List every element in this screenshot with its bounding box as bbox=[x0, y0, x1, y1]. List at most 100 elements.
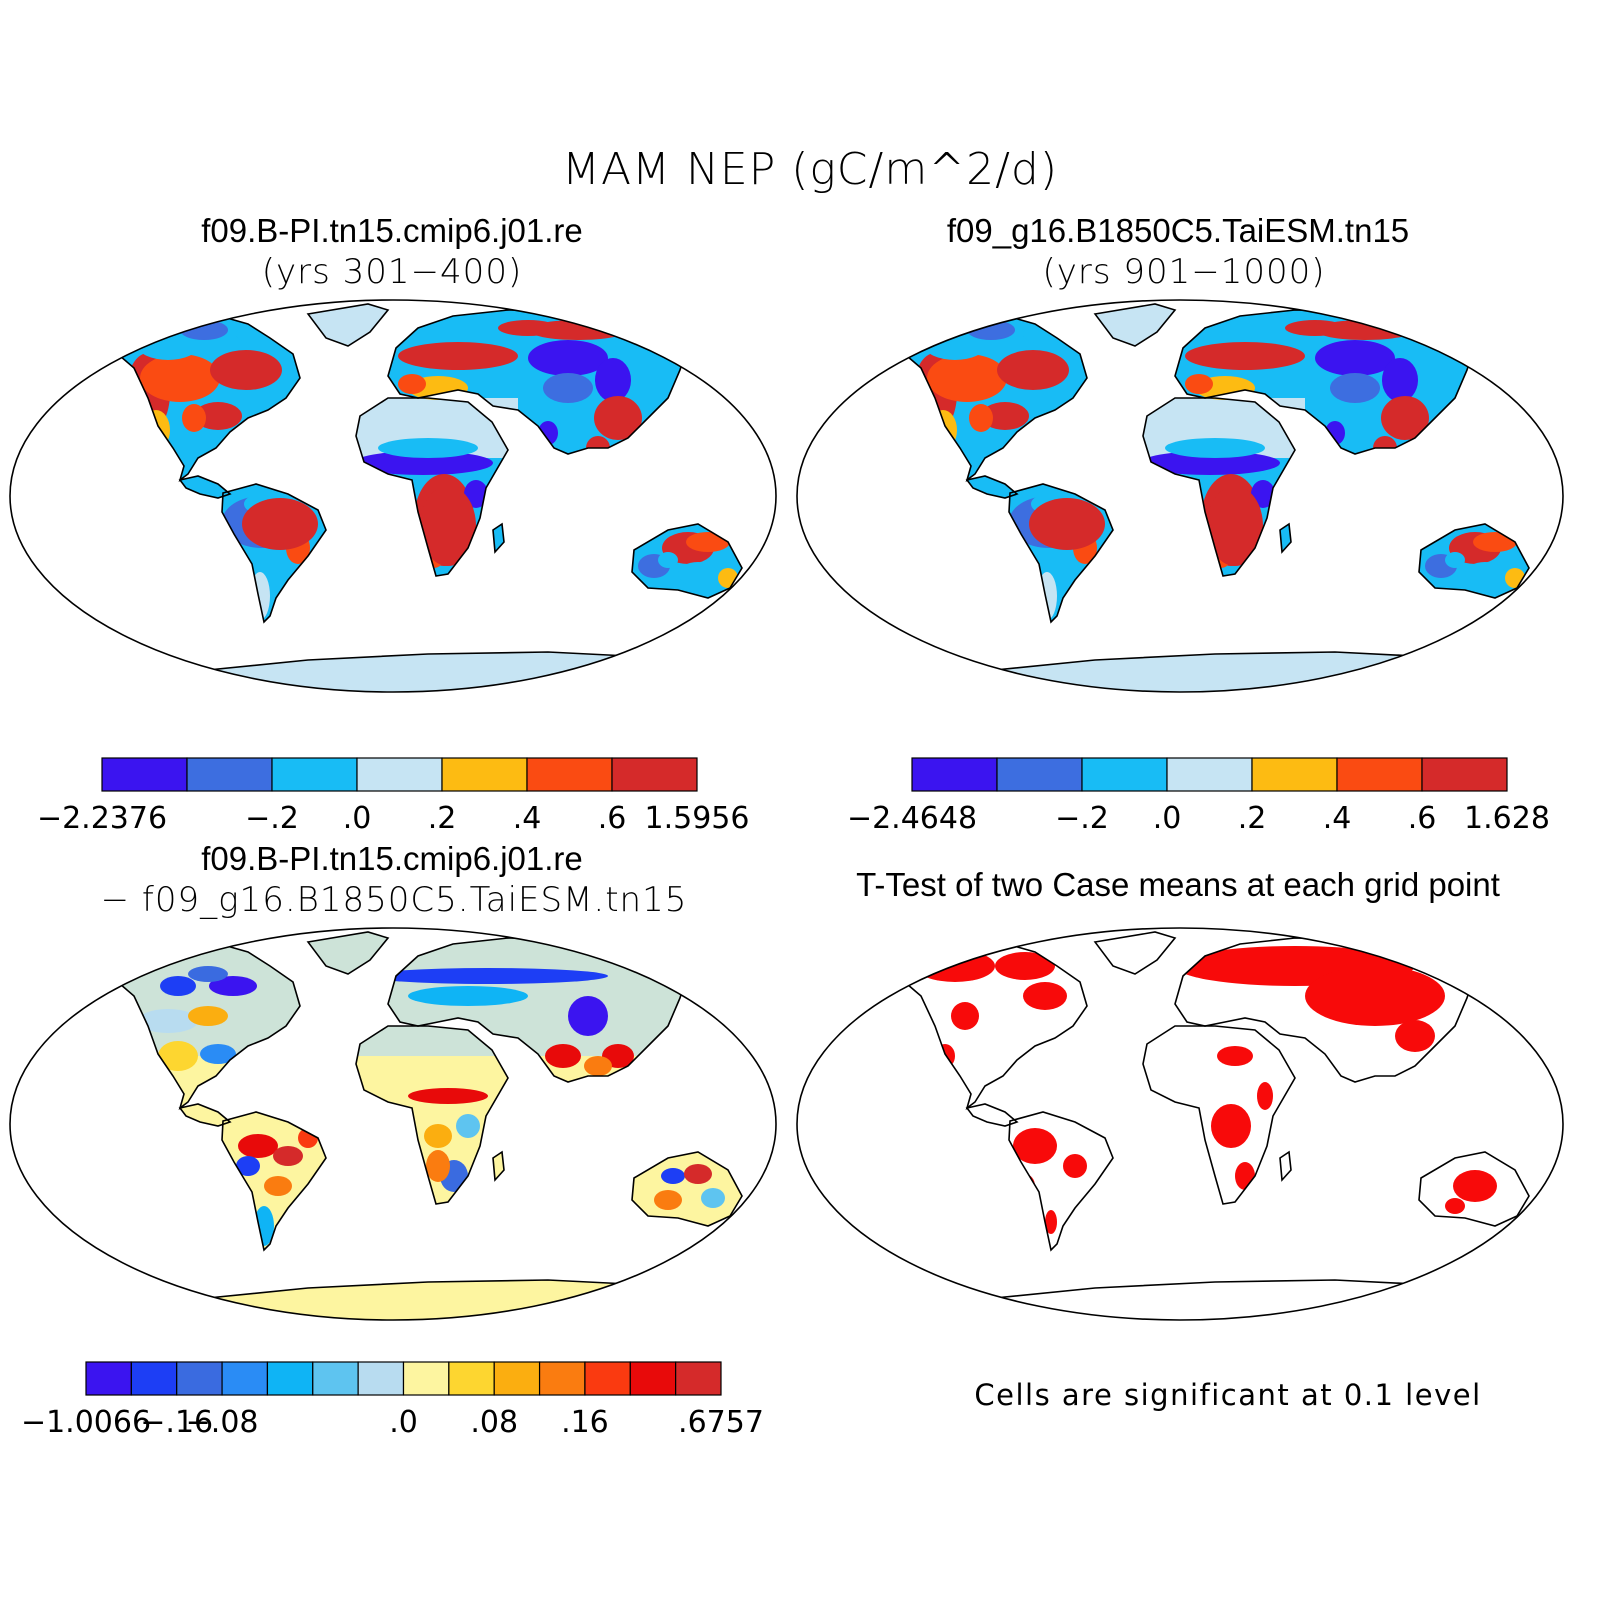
value-region-13 bbox=[250, 572, 270, 620]
coastline-eurasia bbox=[1174, 937, 1476, 1083]
value-region-9 bbox=[273, 1146, 303, 1166]
coastline-africa bbox=[355, 1025, 509, 1205]
value-region-29 bbox=[1325, 421, 1345, 445]
value-region-7 bbox=[141, 1064, 165, 1084]
value-region-24 bbox=[456, 1114, 480, 1138]
colorbar-box-3 bbox=[1166, 757, 1253, 792]
colorbar-label-1: −.2 bbox=[245, 801, 299, 836]
colorbar-box-3 bbox=[221, 1361, 269, 1396]
value-region-13 bbox=[1037, 572, 1057, 620]
significance-note: Cells are significant at 0.1 level bbox=[974, 1378, 1482, 1412]
map-panel4 bbox=[796, 927, 1564, 1321]
significant-cells-10 bbox=[1305, 966, 1445, 1026]
coastline-eurasia bbox=[1174, 309, 1476, 455]
colorbar-label-5: .6 bbox=[1408, 801, 1437, 836]
significant-cells-7 bbox=[1063, 1154, 1087, 1178]
significant-cells-11 bbox=[1395, 1020, 1435, 1052]
value-region-4 bbox=[997, 350, 1069, 390]
colorbar-box-0 bbox=[101, 757, 188, 792]
colorbar-label-1: −.16 bbox=[140, 1405, 213, 1440]
value-region-35 bbox=[678, 562, 718, 586]
colorbar-label-2: .0 bbox=[1153, 801, 1182, 836]
significant-cells-6 bbox=[1015, 1174, 1035, 1198]
colorbar-label-0: −2.2376 bbox=[37, 801, 167, 836]
value-region-24 bbox=[1315, 340, 1395, 376]
coastline-greenland bbox=[306, 931, 390, 975]
panel4-title: T-Test of two Case means at each grid po… bbox=[856, 866, 1500, 903]
value-region-25 bbox=[543, 373, 593, 403]
coastline-newZealand bbox=[1545, 585, 1561, 613]
value-region-3 bbox=[927, 354, 1007, 402]
value-region-31 bbox=[638, 318, 678, 338]
colorbar-panel1: −2.2376 −.2 .0 .2 .4 .6 1.5956 bbox=[37, 757, 750, 836]
coastline-northAmerica bbox=[101, 941, 301, 1111]
colorbar-label-2: −.08 bbox=[186, 1405, 259, 1440]
colorbar-box-4 bbox=[441, 757, 528, 792]
coastline-southAmerica bbox=[221, 483, 327, 624]
colorbar-label-3: .2 bbox=[428, 801, 457, 836]
value-region-10 bbox=[969, 404, 993, 432]
colorbar-label-0: −2.4648 bbox=[847, 801, 977, 836]
value-region-17 bbox=[1165, 438, 1265, 458]
colorbar-box-1 bbox=[186, 757, 273, 792]
colorbar-box-6 bbox=[611, 757, 698, 792]
value-region-32 bbox=[498, 320, 558, 336]
value-region-38 bbox=[658, 552, 678, 568]
value-region-20 bbox=[408, 1088, 488, 1104]
significant-cells-1 bbox=[995, 952, 1055, 980]
map-border bbox=[9, 927, 777, 1321]
value-region-25 bbox=[661, 1168, 685, 1184]
value-region-32 bbox=[1285, 320, 1345, 336]
colorbar-label-1: −.2 bbox=[1055, 801, 1109, 836]
colorbar-box-4 bbox=[266, 1361, 314, 1396]
coastline-eurasia bbox=[387, 937, 689, 1083]
colorbar-label-4: .4 bbox=[513, 801, 542, 836]
coastline-greenland bbox=[306, 303, 390, 347]
value-region-6 bbox=[200, 1044, 236, 1064]
coastline-africa bbox=[1142, 397, 1296, 577]
value-region-21 bbox=[398, 342, 518, 370]
colorbar-label-4: .4 bbox=[1323, 801, 1352, 836]
coastline-northAmerica bbox=[888, 313, 1088, 483]
significant-cells-5 bbox=[1013, 1128, 1057, 1164]
value-region-20 bbox=[464, 480, 488, 508]
coastline-madagascar bbox=[492, 1150, 505, 1182]
value-region-9 bbox=[142, 410, 170, 450]
value-region-26 bbox=[684, 1164, 712, 1184]
colorbar-label-6: 1.5956 bbox=[645, 801, 750, 836]
value-region-27 bbox=[654, 1190, 682, 1210]
value-region-9 bbox=[929, 410, 957, 450]
value-region-8 bbox=[238, 1134, 278, 1158]
value-region-23 bbox=[398, 374, 426, 394]
value-region-34 bbox=[1473, 532, 1517, 552]
colorbar-box-8 bbox=[448, 1361, 495, 1396]
coastline-africa bbox=[1142, 1025, 1296, 1205]
colorbar-box-1 bbox=[130, 1361, 178, 1396]
value-region-1 bbox=[209, 976, 257, 996]
value-region-5 bbox=[158, 1041, 198, 1071]
map-border bbox=[9, 299, 777, 693]
coastline-africa bbox=[355, 397, 509, 577]
coastline-northAmerica bbox=[101, 313, 301, 483]
value-region-24 bbox=[528, 340, 608, 376]
colorbar-box-5 bbox=[312, 1361, 359, 1396]
significant-cells-8 bbox=[1045, 1210, 1057, 1234]
value-region-15 bbox=[408, 986, 528, 1006]
value-region-28 bbox=[701, 1188, 725, 1208]
coastline-centralAmerica bbox=[178, 475, 232, 499]
value-region-3 bbox=[140, 354, 220, 402]
value-region-25 bbox=[1330, 373, 1380, 403]
significant-cells-12 bbox=[1217, 1046, 1253, 1066]
panel1-subtitle: (yrs 301−400) bbox=[261, 252, 523, 292]
figure-title: MAM NEP (gC/m^2/d) bbox=[561, 144, 1059, 195]
value-region-27 bbox=[1381, 396, 1429, 440]
significant-cells-16 bbox=[1453, 1170, 1497, 1202]
coastline-southAmerica bbox=[1008, 1111, 1114, 1252]
panel2-title: f09_g16.B1850C5.TaiESM.tn15 bbox=[946, 212, 1410, 249]
map-panel1 bbox=[9, 299, 777, 693]
coastline-australia bbox=[631, 523, 743, 599]
value-region-21 bbox=[1185, 342, 1305, 370]
value-region-17 bbox=[378, 438, 478, 458]
map-border bbox=[796, 299, 1564, 693]
value-region-2 bbox=[188, 966, 228, 982]
